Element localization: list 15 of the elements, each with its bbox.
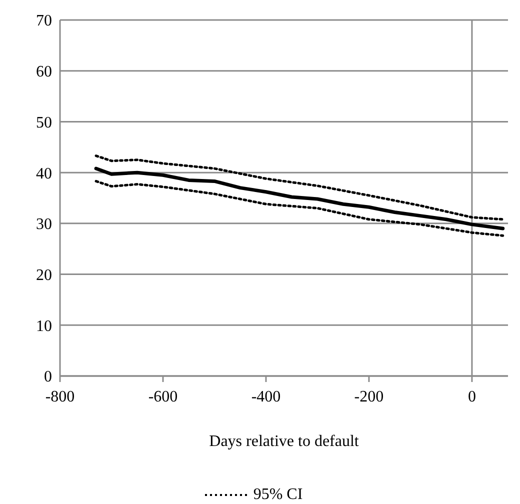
x-tick-label: -200 <box>354 388 384 406</box>
y-tick-label: 0 <box>44 368 52 386</box>
x-tick-label: -800 <box>45 388 75 406</box>
x-tick-label: -600 <box>148 388 178 406</box>
y-tick-label: 40 <box>36 165 52 182</box>
x-axis-title: Days relative to default <box>209 433 360 450</box>
legend-label: 95% CI <box>253 486 303 504</box>
y-tick-label: 60 <box>36 64 52 81</box>
y-tick-label: 70 <box>36 12 52 30</box>
y-tick-label: 10 <box>36 318 52 335</box>
x-tick-label: -400 <box>251 388 281 406</box>
y-tick-label: 50 <box>36 114 52 132</box>
y-tick-label: 30 <box>36 216 52 234</box>
x-tick-label: 0 <box>468 388 476 406</box>
y-tick-label: 20 <box>36 266 52 284</box>
